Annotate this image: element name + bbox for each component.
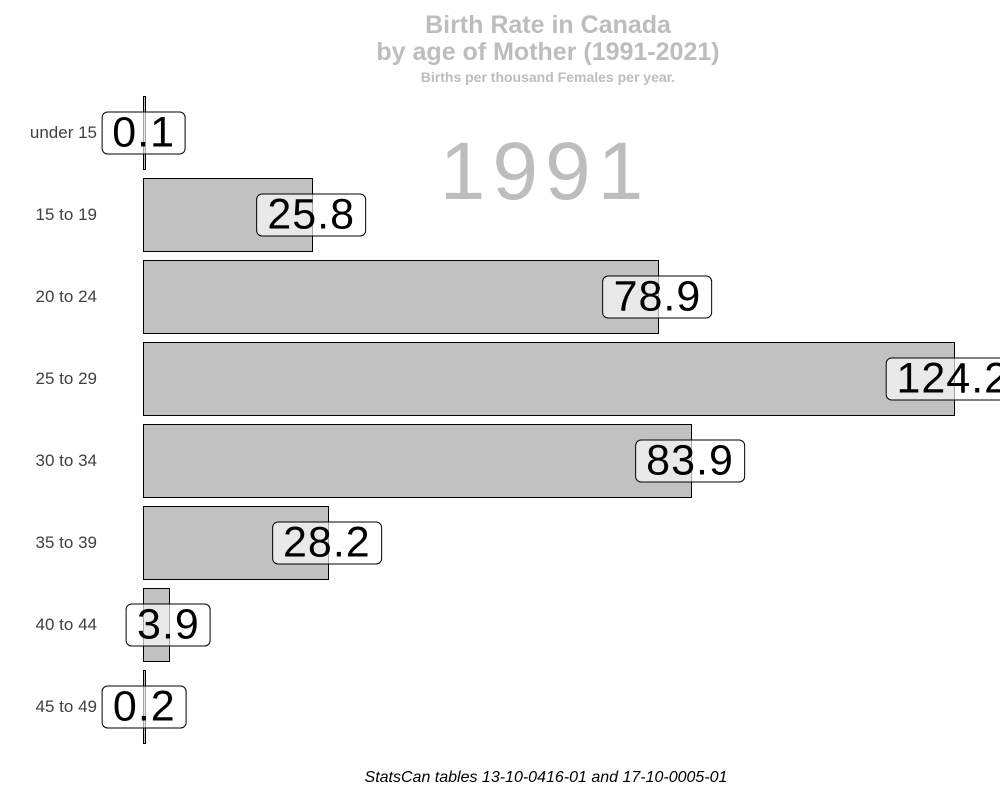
- bar-row: 30 to 34 83.9: [0, 420, 1000, 502]
- category-label: under 15: [29, 122, 97, 142]
- category-label: 35 to 39: [35, 532, 97, 552]
- value-label: 0.1: [112, 108, 176, 156]
- bar-row: 35 to 39 28.2: [0, 502, 1000, 584]
- bar-row: under 15 0.1: [0, 92, 1000, 174]
- value-label-box: 0.1: [101, 108, 187, 156]
- bar-row: 45 to 49 0.2: [0, 666, 1000, 748]
- chart-header: Birth Rate in Canada by age of Mother (1…: [96, 11, 1000, 86]
- bar-row: 25 to 29 124.2: [0, 338, 1000, 420]
- value-label: 83.9: [646, 436, 734, 484]
- value-label: 78.9: [613, 272, 702, 320]
- value-label-box: 28.2: [272, 521, 382, 564]
- category-label: 45 to 49: [35, 696, 97, 716]
- year-watermark: 1991: [439, 126, 651, 217]
- source-caption: StatsCan tables 13-10-0416-01 and 17-10-…: [364, 769, 728, 786]
- bar: [143, 423, 693, 498]
- chart-title-line2: by age of Mother (1991-2021): [376, 38, 720, 66]
- value-label-box: 3.9: [126, 603, 211, 646]
- category-label: 25 to 29: [35, 368, 97, 388]
- value-label-box: 83.9: [635, 439, 745, 482]
- value-label: 3.9: [137, 600, 200, 648]
- category-label: 20 to 24: [35, 286, 97, 306]
- value-label-box: 124.2: [885, 357, 1000, 400]
- chart-title-line1: Birth Rate in Canada: [425, 11, 671, 39]
- value-label: 124.2: [896, 354, 1000, 402]
- value-label: 0.2: [112, 682, 176, 730]
- bar-row: 15 to 19 25.8: [0, 174, 1000, 256]
- chart-subtitle: Births per thousand Females per year.: [420, 69, 676, 85]
- bar-row: 20 to 24 78.9: [0, 256, 1000, 338]
- value-label-box: 0.2: [101, 682, 187, 730]
- value-label-box: 25.8: [256, 190, 367, 238]
- category-label: 15 to 19: [35, 204, 97, 224]
- value-label: 25.8: [267, 190, 356, 238]
- category-label: 40 to 44: [35, 614, 97, 634]
- bar-row: 40 to 44 3.9: [0, 584, 1000, 666]
- value-label: 28.2: [283, 518, 371, 566]
- bar: [143, 259, 660, 334]
- bar: [143, 341, 955, 416]
- category-label: 30 to 34: [35, 450, 97, 470]
- value-label-box: 78.9: [602, 272, 713, 320]
